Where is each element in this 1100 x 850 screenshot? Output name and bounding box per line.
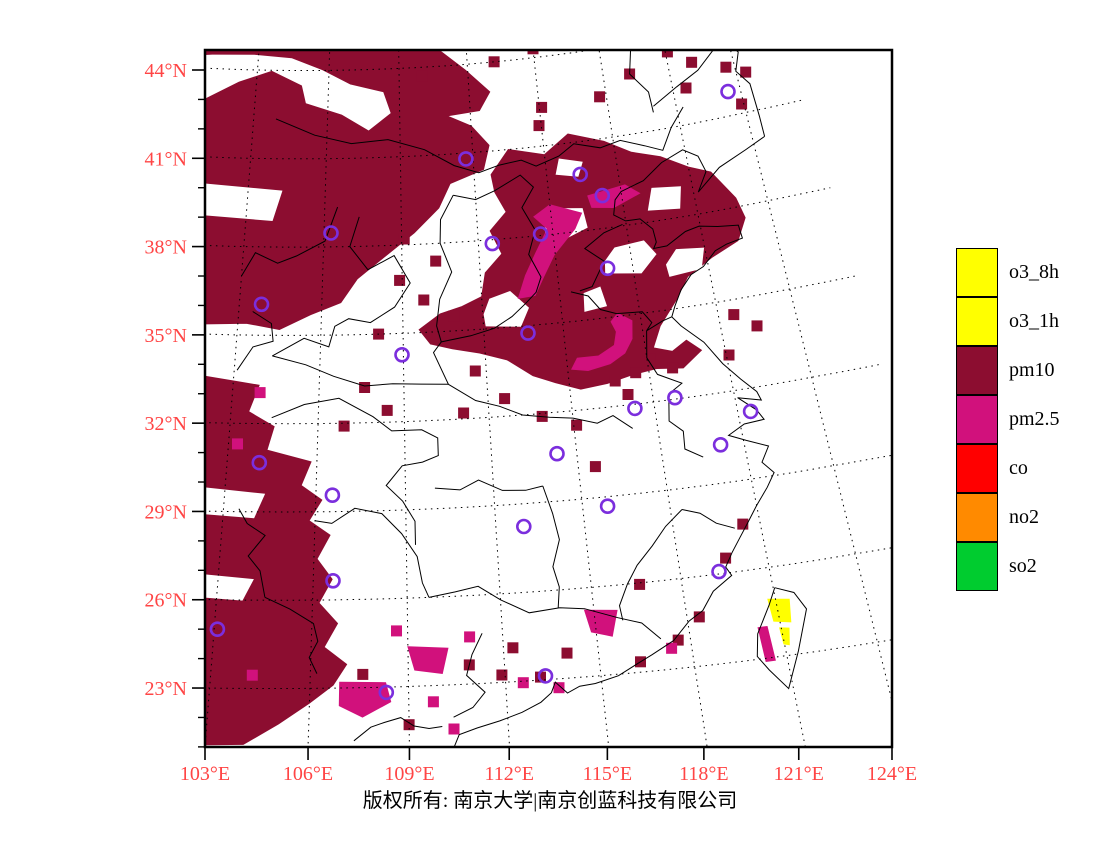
station-circle-icon <box>742 403 759 420</box>
lat-tick-label: 44°N <box>145 60 187 82</box>
lon-tick-label: 118°E <box>679 763 728 785</box>
legend-item-o3_8h: o3_8h <box>956 247 1060 297</box>
station-circle-icon <box>667 389 683 406</box>
lon-tick-label: 112°E <box>484 763 533 785</box>
station-circle-icon <box>537 668 554 684</box>
station-circle-icon <box>572 166 589 183</box>
region-clear-holes <box>205 54 705 601</box>
lat-tick-label: 35°N <box>145 325 187 347</box>
legend-swatch-o3_1h <box>956 296 998 346</box>
legend-swatch-o3_8h <box>956 247 998 297</box>
station-circle-icon <box>458 151 474 167</box>
cells-pm25 <box>232 387 678 735</box>
lat-tick-label: 29°N <box>145 501 187 523</box>
station-circle-icon <box>253 296 270 313</box>
station-circle-icon <box>325 572 341 589</box>
legend-label: o3_1h <box>1009 310 1059 332</box>
axis-ticks-labels: 44°N 41°N 38°N 35°N 32°N 29°N 26°N 23°N 103°E 106… <box>145 60 918 785</box>
legend-label: co <box>1009 457 1028 479</box>
station-circle-icon <box>532 226 549 242</box>
legend-item-so2: so2 <box>956 541 1060 591</box>
station-circle-icon <box>394 346 410 363</box>
lon-tick-label: 115°E <box>583 763 632 785</box>
station-circle-icon <box>251 454 268 471</box>
boundaries <box>236 50 808 747</box>
station-circle-icon <box>594 187 611 204</box>
map-frame <box>203 48 894 749</box>
copyright-footer: 版权所有: 南京大学|南京创蓝科技有限公司 <box>362 790 738 812</box>
lon-tick-label: 103°E <box>180 763 230 785</box>
station-circle-icon <box>515 518 532 535</box>
station-circle-icon <box>599 498 616 515</box>
lat-tick-label: 23°N <box>145 678 187 700</box>
station-circle-icon <box>520 325 536 341</box>
lat-tick-label: 41°N <box>145 148 187 170</box>
station-circle-icon <box>484 235 501 252</box>
map-layers <box>205 50 892 747</box>
station-circle-icon <box>720 83 736 100</box>
legend-swatch-pm10 <box>956 345 998 395</box>
station-circle-icon <box>599 260 616 277</box>
lat-tick-label: 38°N <box>145 237 187 259</box>
station-circle-icon <box>378 684 395 701</box>
legend-label: pm10 <box>1009 359 1055 381</box>
legend-item-pm2.5: pm2.5 <box>956 394 1060 444</box>
station-circle-icon <box>712 436 729 453</box>
lon-tick-label: 121°E <box>774 763 824 785</box>
legend-swatch-so2 <box>956 541 998 591</box>
legend-label: pm2.5 <box>1009 408 1060 430</box>
legend-item-pm10: pm10 <box>956 345 1060 395</box>
lon-tick-label: 109°E <box>384 763 434 785</box>
station-circle-icon <box>324 487 341 504</box>
lat-tick-label: 26°N <box>145 590 187 612</box>
region-o3 <box>767 598 792 646</box>
pollutant-legend: o3_8h o3_1h pm10 pm2.5 co no2 so2 <box>956 247 1060 591</box>
legend-item-o3_1h: o3_1h <box>956 296 1060 346</box>
legend-swatch-pm2.5 <box>956 394 998 444</box>
legend-label: o3_8h <box>1009 261 1059 283</box>
legend-swatch-no2 <box>956 492 998 542</box>
lon-tick-label: 124°E <box>867 763 917 785</box>
legend-item-no2: no2 <box>956 492 1060 542</box>
legend-label: no2 <box>1009 506 1039 528</box>
station-circle-icon <box>711 563 727 580</box>
station-markers <box>209 83 759 701</box>
legend-item-co: co <box>956 443 1060 493</box>
station-circle-icon <box>209 621 226 638</box>
legend-swatch-co <box>956 443 998 493</box>
legend-label: so2 <box>1009 555 1037 577</box>
region-pm2.5 <box>338 184 776 718</box>
station-circle-icon <box>323 225 339 241</box>
station-circle-icon <box>627 400 643 417</box>
lon-tick-label: 106°E <box>283 763 333 785</box>
station-circle-icon <box>549 445 565 462</box>
lat-tick-label: 32°N <box>145 413 187 435</box>
